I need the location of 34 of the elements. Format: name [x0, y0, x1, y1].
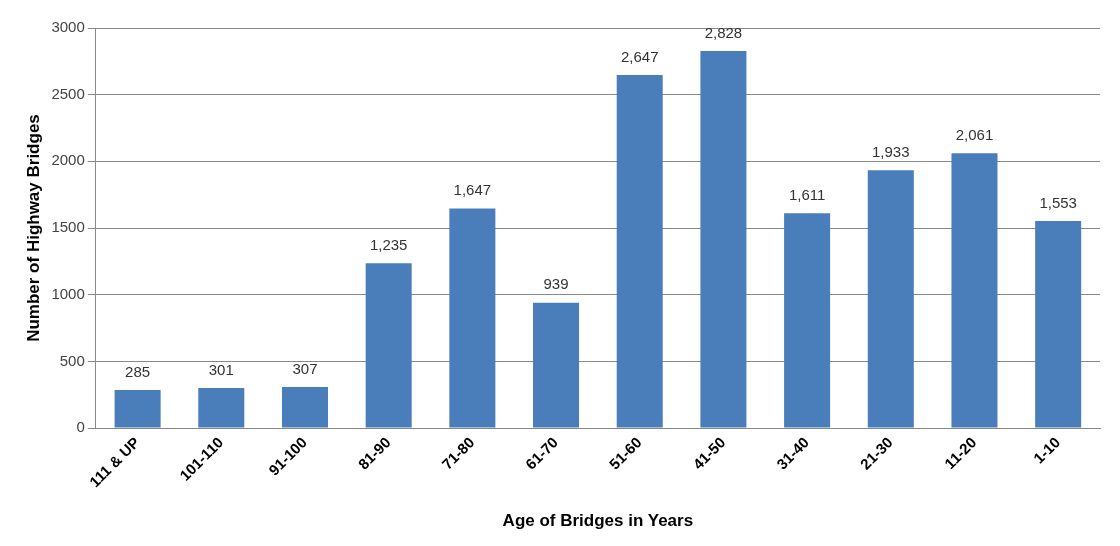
y-tick-label: 500 [59, 351, 85, 369]
y-tick-label: 2000 [51, 151, 85, 169]
data-label: 2,828 [704, 23, 743, 41]
data-label: 1,647 [453, 181, 492, 199]
bar [533, 302, 580, 428]
bar [700, 50, 747, 428]
bar [365, 263, 412, 428]
data-label: 1,611 [788, 185, 826, 203]
data-label: 301 [208, 360, 234, 378]
bar [449, 208, 496, 428]
y-tick-label: 3000 [51, 18, 85, 36]
bar [867, 170, 914, 428]
y-axis-title: Number of Highway Bridges [23, 114, 43, 342]
x-tick-label: 111 & UP [85, 433, 143, 491]
bar [1035, 220, 1082, 428]
bar [114, 390, 161, 428]
data-label: 285 [125, 362, 151, 380]
y-tick-label: 0 [76, 418, 85, 436]
data-label: 1,235 [369, 236, 408, 254]
y-tick-label: 1500 [51, 218, 85, 236]
bar [951, 153, 998, 428]
data-label: 1,553 [1039, 193, 1077, 211]
y-tick-label: 1000 [51, 284, 85, 302]
x-axis-title: Age of Bridges in Years [502, 511, 694, 531]
data-label: 307 [292, 359, 318, 377]
data-label: 2,647 [620, 47, 659, 65]
y-tick-label: 2500 [51, 84, 85, 102]
data-label: 2,061 [955, 125, 994, 143]
bar [616, 75, 663, 428]
data-label: 1,933 [872, 142, 910, 160]
data-label: 939 [543, 275, 569, 293]
bar [281, 387, 328, 428]
bar [198, 387, 245, 428]
bar [784, 213, 831, 428]
